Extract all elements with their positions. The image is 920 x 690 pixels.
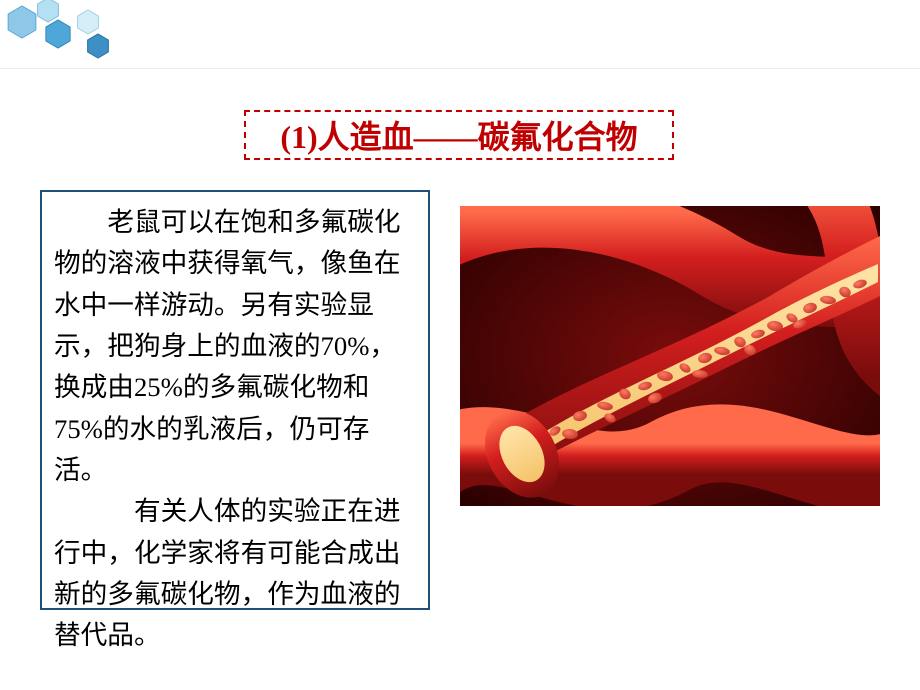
content-box: 老鼠可以在饱和多氟碳化物的溶液中获得氧气，像鱼在水中一样游动。另有实验显示，把狗… (40, 190, 430, 610)
slide-title: (1)人造血——碳氟化合物 (244, 110, 674, 160)
blood-vessel-illustration (460, 206, 880, 506)
hex-logo (0, 0, 160, 70)
content-paragraph-2: 有关人体的实验正在进行中，化学家将有可能合成出新的多氟碳化物，作为血液的替代品。 (54, 491, 416, 656)
header-divider (0, 68, 920, 69)
blood-vessel-svg (460, 206, 880, 506)
hex-logo-svg (0, 0, 160, 70)
content-paragraph-1: 老鼠可以在饱和多氟碳化物的溶液中获得氧气，像鱼在水中一样游动。另有实验显示，把狗… (54, 202, 416, 491)
slide-title-text: (1)人造血——碳氟化合物 (280, 112, 637, 158)
